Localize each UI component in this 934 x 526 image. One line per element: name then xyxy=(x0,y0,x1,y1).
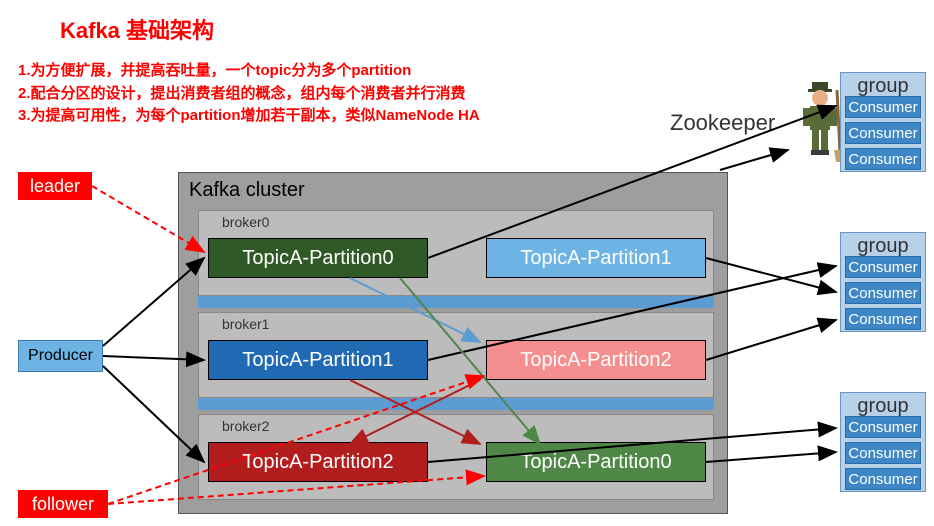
broker-label: broker0 xyxy=(222,214,269,230)
note-line: 1.为方便扩展，并提高吞吐量，一个topic分为多个partition xyxy=(18,60,480,83)
diagram-title: Kafka 基础架构 xyxy=(60,13,214,45)
partition-follower: TopicA-Partition1 xyxy=(486,238,706,278)
partition-follower: TopicA-Partition0 xyxy=(486,442,706,482)
producer-box: Producer xyxy=(18,340,103,372)
broker-accent xyxy=(198,398,714,410)
consumer-box: Consumer xyxy=(845,308,921,330)
partition-leader: TopicA-Partition2 xyxy=(208,442,428,482)
consumer-box: Consumer xyxy=(845,468,921,490)
broker-label: broker1 xyxy=(222,316,269,332)
consumer-box: Consumer xyxy=(845,96,921,118)
zookeeper-label: Zookeeper xyxy=(670,110,775,136)
note-line: 3.为提高可用性，为每个partition增加若干副本，类似NameNode H… xyxy=(18,105,480,128)
broker-accent xyxy=(198,296,714,308)
group-label: group xyxy=(841,75,925,98)
follower-badge: follower xyxy=(18,490,108,518)
partition-leader: TopicA-Partition0 xyxy=(208,238,428,278)
consumer-box: Consumer xyxy=(845,148,921,170)
leader-badge: leader xyxy=(18,172,92,200)
group-label: group xyxy=(841,395,925,418)
diagram-notes: 1.为方便扩展，并提高吞吐量，一个topic分为多个partition 2.配合… xyxy=(18,60,480,128)
note-line: 2.配合分区的设计，提出消费者组的概念，组内每个消费者并行消费 xyxy=(18,83,480,106)
consumer-box: Consumer xyxy=(845,282,921,304)
consumer-box: Consumer xyxy=(845,256,921,278)
broker-label: broker2 xyxy=(222,418,269,434)
cluster-label: Kafka cluster xyxy=(189,179,305,202)
consumer-box: Consumer xyxy=(845,442,921,464)
group-label: group xyxy=(841,235,925,258)
consumer-box: Consumer xyxy=(845,416,921,438)
partition-follower: TopicA-Partition2 xyxy=(486,340,706,380)
partition-leader: TopicA-Partition1 xyxy=(208,340,428,380)
consumer-box: Consumer xyxy=(845,122,921,144)
